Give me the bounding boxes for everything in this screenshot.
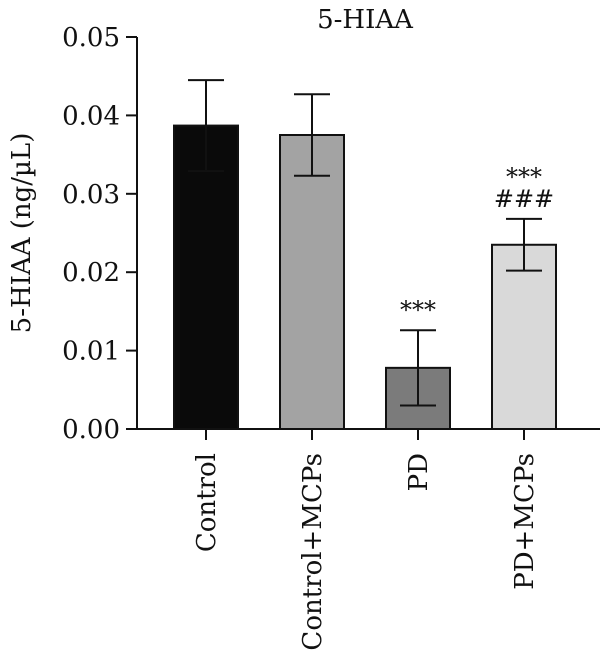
y-tick-label: 0.00 <box>62 415 120 445</box>
x-tick-label: PD+MCPs <box>510 453 540 590</box>
bar-pd-mcps <box>491 243 557 430</box>
y-tick-label: 0.02 <box>62 258 120 288</box>
y-tick-label: 0.05 <box>62 23 120 53</box>
bar-control <box>173 124 239 430</box>
y-tick-label: 0.04 <box>62 101 120 131</box>
chart-title: 5-HIAA <box>317 5 414 35</box>
x-tick-label: Control+MCPs <box>298 453 328 651</box>
x-tick-label: Control <box>192 453 222 552</box>
significance-marker: *** <box>400 296 436 324</box>
x-tick-label: PD <box>404 453 434 491</box>
bars <box>173 79 557 430</box>
y-axis-label: 5-HIAA (ng/µL) <box>7 133 37 334</box>
labels: 0.00 0.01 0.02 0.03 0.04 0.05 Control Control+M… <box>62 23 554 651</box>
y-tick-label: 0.03 <box>62 180 120 210</box>
significance-marker: ### <box>494 185 554 213</box>
bar-control-mcps <box>279 134 345 430</box>
significance-marker: *** <box>506 163 542 191</box>
y-tick-label: 0.01 <box>62 337 120 367</box>
